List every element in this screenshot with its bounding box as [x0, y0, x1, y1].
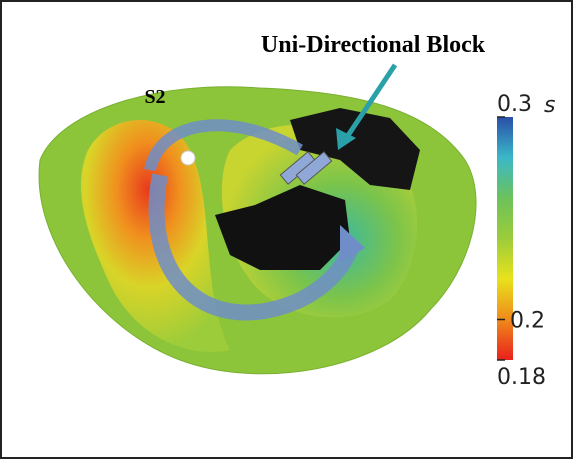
stimulus-point	[181, 151, 195, 165]
tick-label: 0.2	[510, 309, 545, 334]
block-label: Uni-Directional Block	[261, 32, 486, 58]
page: Uni-Directional Block S2 s 0.180.20.3 ((…	[0, 0, 573, 459]
colorbar-unit: s	[544, 93, 555, 118]
tick-label: 0.18	[497, 365, 546, 390]
tick-label: 0.3	[497, 92, 532, 117]
stimulus-label: S2	[144, 86, 165, 108]
figure: Uni-Directional Block S2 s 0.18 0.2 0.3	[0, 0, 573, 459]
